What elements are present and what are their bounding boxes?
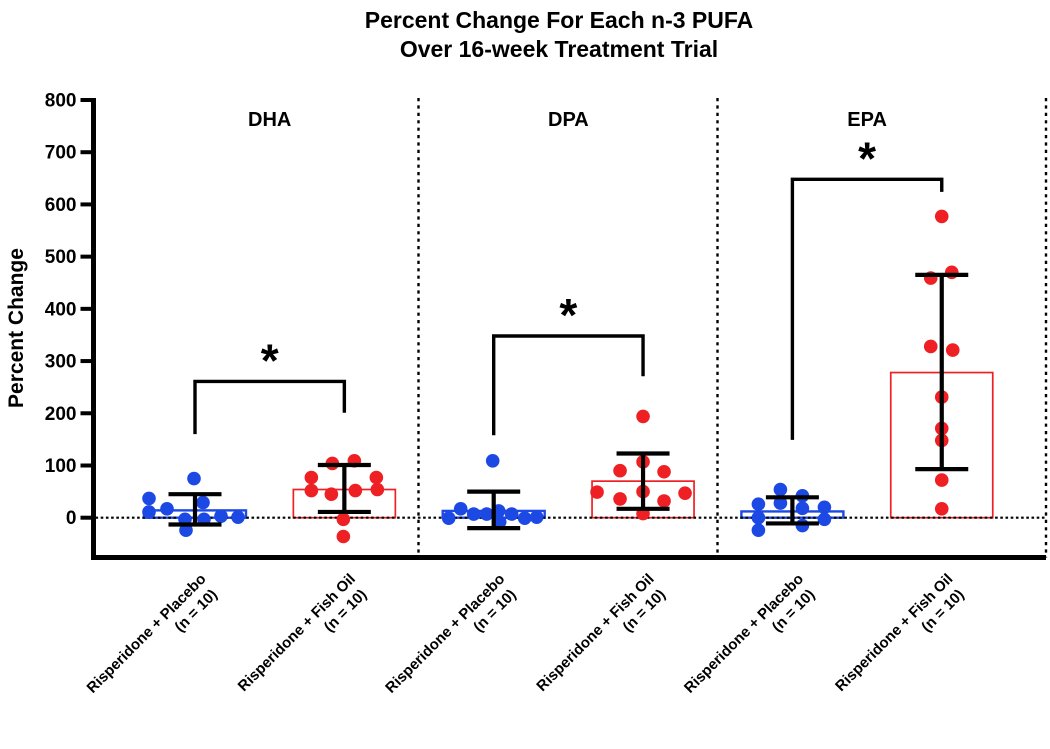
data-point xyxy=(479,507,494,521)
significance-star: * xyxy=(261,334,279,386)
data-point xyxy=(751,523,766,538)
x-group-label-line1: Risperidone + Fish Oil xyxy=(235,571,359,695)
data-point xyxy=(944,265,959,280)
data-point xyxy=(214,509,228,523)
significance-bracket xyxy=(492,334,645,436)
panel-label: EPA xyxy=(847,109,887,131)
y-tick-label: 400 xyxy=(45,299,77,320)
data-point xyxy=(613,463,627,478)
panel-label: DPA xyxy=(548,109,589,131)
data-point xyxy=(773,496,788,510)
data-point xyxy=(590,485,604,499)
data-point xyxy=(657,494,671,508)
x-group-label: Risperidone + Placebo(n = 10) xyxy=(382,571,519,697)
x-group-label-line1: Risperidone + Placebo xyxy=(681,571,807,697)
chart-title-line2: Over 16-week Treatment Trial xyxy=(399,36,719,62)
data-point xyxy=(934,209,949,224)
y-tick-label: 700 xyxy=(45,143,77,164)
data-point xyxy=(336,512,351,527)
data-point xyxy=(678,486,692,500)
y-tick-label: 100 xyxy=(45,456,77,477)
x-group-label-line1: Risperidone + Fish Oil xyxy=(832,571,956,695)
data-point xyxy=(751,510,766,525)
significance-star: * xyxy=(858,132,876,184)
data-point xyxy=(934,502,949,516)
significance-bracket xyxy=(790,177,944,440)
significance-bracket xyxy=(193,379,347,435)
data-point xyxy=(453,502,468,516)
data-point xyxy=(160,502,174,516)
y-tick-label: 0 xyxy=(66,508,77,529)
x-group-label-line1: Risperidone + Placebo xyxy=(84,571,210,697)
data-point xyxy=(657,464,671,479)
y-tick-label: 800 xyxy=(45,90,77,111)
y-tick-label: 600 xyxy=(45,195,77,216)
data-point xyxy=(504,507,519,521)
y-tick-label: 300 xyxy=(45,352,77,373)
chart-title: Percent Change For Each n-3 PUFA Over 16… xyxy=(64,6,1050,64)
data-point xyxy=(492,515,507,529)
data-point xyxy=(466,507,481,521)
y-tick-label: 200 xyxy=(45,404,77,425)
data-point xyxy=(773,482,788,497)
data-point xyxy=(934,473,949,487)
data-point xyxy=(795,501,810,516)
data-point xyxy=(636,409,650,424)
data-point xyxy=(196,495,210,510)
significance-star: * xyxy=(559,289,577,341)
data-point xyxy=(187,471,201,486)
data-point xyxy=(817,500,832,515)
data-point xyxy=(370,482,385,497)
data-point xyxy=(945,343,960,357)
panel-label: DHA xyxy=(248,109,291,131)
chart-title-line1: Percent Change For Each n-3 PUFA xyxy=(364,7,754,33)
y-tick-label: 500 xyxy=(45,247,77,268)
data-point xyxy=(751,497,766,511)
data-point xyxy=(142,505,156,519)
data-point xyxy=(348,483,363,498)
x-group-label: Risperidone + Fish Oil(n = 10) xyxy=(832,571,968,695)
x-group-label: Risperidone + Placebo(n = 10) xyxy=(84,571,221,697)
data-point xyxy=(485,453,500,468)
x-group-label-line1: Risperidone + Fish Oil xyxy=(533,571,657,695)
data-point xyxy=(517,511,532,526)
data-point xyxy=(529,510,544,524)
x-group-label-line1: Risperidone + Placebo xyxy=(382,571,508,697)
data-point xyxy=(324,487,339,502)
data-point xyxy=(179,523,193,538)
data-point xyxy=(817,512,832,527)
x-group-label: Risperidone + Placebo(n = 10) xyxy=(681,571,818,697)
data-point xyxy=(304,470,319,485)
x-group-label: Risperidone + Fish Oil(n = 10) xyxy=(533,571,669,695)
x-group-label: Risperidone + Fish Oil(n = 10) xyxy=(235,571,371,695)
data-point xyxy=(304,483,319,498)
data-point xyxy=(336,529,351,544)
data-point xyxy=(142,491,156,506)
data-point xyxy=(441,511,456,526)
data-point xyxy=(231,510,245,524)
data-point xyxy=(369,470,384,485)
data-point xyxy=(613,492,627,506)
data-point xyxy=(923,339,938,354)
